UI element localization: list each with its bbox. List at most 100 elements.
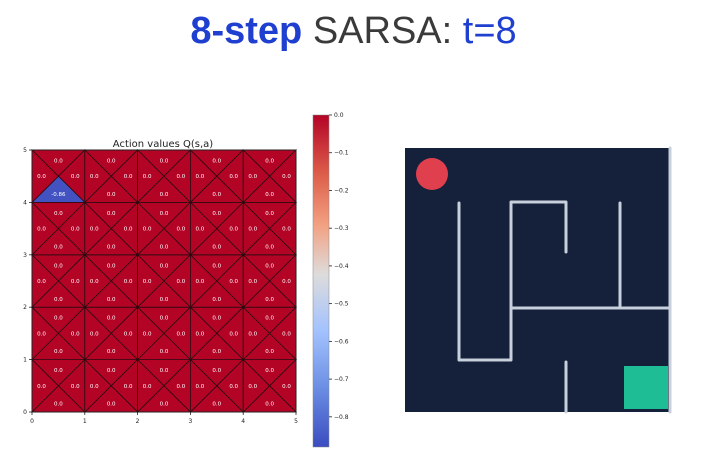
colorbar-tick-label: −0.8 (334, 414, 349, 421)
q-triangle (189, 253, 218, 309)
q-value-label: 0.0 (265, 349, 274, 355)
maze-wall (509, 200, 568, 310)
q-value-label: 0.0 (212, 244, 221, 250)
page-title: 8-step SARSA: t=8 (0, 8, 707, 54)
q-value-label: 0.0 (107, 316, 116, 322)
q-triangle (84, 253, 112, 309)
q-triangle (189, 306, 218, 361)
q-value-label: 0.0 (229, 384, 238, 390)
q-value-label: 0.0 (71, 174, 80, 180)
q-triangle (137, 201, 165, 256)
q-value-label: 0.0 (143, 279, 152, 285)
q-value-label: 0.0 (37, 227, 46, 233)
y-tick-label: 2 (23, 304, 27, 311)
q-triangle (242, 201, 271, 256)
q-triangle (137, 149, 165, 204)
colorbar-tick-label: −0.5 (334, 301, 349, 308)
q-value-label: 0.0 (196, 227, 205, 233)
q-value-label: 0.0 (265, 158, 274, 164)
q-value-label: 0.0 (160, 244, 169, 250)
q-value-label: 0.0 (229, 279, 238, 285)
chart-title: Action values Q(s,a) (113, 139, 213, 150)
q-value-label: 0.0 (54, 297, 63, 303)
q-value-label: 0.0 (212, 211, 221, 217)
maze-walls (457, 146, 672, 414)
q-value-label: 0.0 (265, 316, 274, 322)
y-tick-label: 1 (23, 357, 27, 364)
x-tick-label: 0 (30, 418, 34, 425)
q-value-label: 0.0 (265, 192, 274, 198)
x-tick-label: 1 (83, 418, 87, 425)
q-value-label: 0.0 (71, 279, 80, 285)
q-value-label: 0.0 (212, 192, 221, 198)
q-triangle (137, 306, 165, 361)
q-triangle (84, 149, 112, 204)
colorbar-tick-label: −0.2 (334, 187, 349, 194)
agent-marker (416, 158, 448, 190)
q-value-label: 0.0 (107, 192, 116, 198)
q-value-label: 0.0 (196, 384, 205, 390)
q-triangle (242, 149, 271, 204)
colorbar-tick-label: −0.4 (334, 263, 349, 270)
q-value-label: 0.0 (54, 368, 63, 374)
q-triangle (189, 358, 218, 413)
q-value-label: 0.0 (107, 368, 116, 374)
q-value-label: 0.0 (143, 384, 152, 390)
q-value-label: 0.0 (248, 331, 257, 337)
y-tick-label: 0 (23, 409, 27, 416)
q-value-label: 0.0 (196, 331, 205, 337)
q-value-label: 0.0 (212, 368, 221, 374)
q-value-label: 0.0 (90, 227, 99, 233)
q-value-label: 0.0 (196, 174, 205, 180)
q-triangle (242, 358, 271, 413)
colorbar-tick-label: −0.6 (334, 338, 349, 345)
q-value-label: 0.0 (107, 402, 116, 408)
q-value-label: 0.0 (265, 402, 274, 408)
colorbar-tick-label: 0.0 (334, 112, 344, 119)
q-value-label: 0.0 (124, 331, 133, 337)
q-value-label: 0.0 (90, 174, 99, 180)
colorbar-ticks: 0.0 −0.1 −0.2 −0.3 −0.4 −0.5 −0.6 −0.7 −0.8 (329, 112, 349, 421)
q-triangle (242, 306, 271, 361)
q-value-label: 0.0 (160, 192, 169, 198)
q-triangle (84, 201, 112, 256)
q-triangle (242, 253, 271, 309)
x-tick-label: 4 (241, 418, 245, 425)
q-value-label: 0.0 (177, 227, 186, 233)
q-value-label: 0.0 (177, 174, 186, 180)
y-axis: 0 1 2 3 4 5 (23, 147, 32, 416)
title-timestep: t=8 (462, 10, 517, 52)
q-value-label: 0.0 (90, 384, 99, 390)
q-value-label: 0.0 (229, 331, 238, 337)
q-value-label: 0.0 (212, 402, 221, 408)
q-value-label: 0.0 (282, 331, 291, 337)
q-value-label: 0.0 (282, 227, 291, 233)
q-value-label: 0.0 (71, 384, 80, 390)
q-value-label: 0.0 (71, 331, 80, 337)
q-value-label: 0.0 (107, 158, 116, 164)
q-value-label: 0.0 (90, 331, 99, 337)
q-value-label: 0.0 (160, 211, 169, 217)
colorbar-tick-label: −0.1 (334, 150, 349, 157)
q-value-label: 0.0 (160, 368, 169, 374)
q-value-label: 0.0 (37, 331, 46, 337)
q-cells (31, 149, 297, 413)
title-method-steps: 8-step (190, 10, 303, 52)
q-triangle (137, 253, 165, 309)
goal-marker (624, 366, 668, 409)
q-value-label: 0.0 (265, 244, 274, 250)
q-value-label: 0.0 (212, 158, 221, 164)
x-tick-label: 2 (136, 418, 140, 425)
q-value-label: 0.0 (282, 384, 291, 390)
y-tick-label: 3 (23, 252, 27, 259)
q-value-label: 0.0 (229, 174, 238, 180)
colorbar-tick-label: −0.3 (334, 225, 349, 232)
q-value-label: 0.0 (265, 211, 274, 217)
q-value-label: 0.0 (265, 297, 274, 303)
q-value-label: 0.0 (143, 227, 152, 233)
q-triangle (137, 358, 165, 413)
q-value-label: 0.0 (248, 384, 257, 390)
q-value-label: 0.0 (160, 349, 169, 355)
